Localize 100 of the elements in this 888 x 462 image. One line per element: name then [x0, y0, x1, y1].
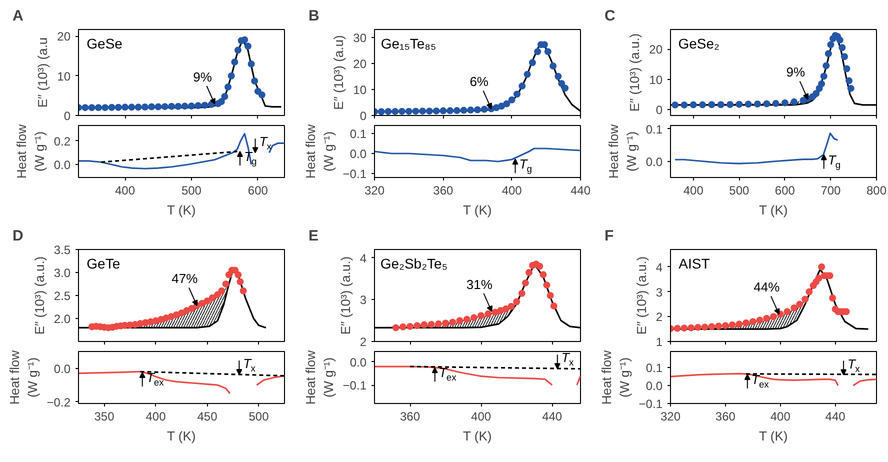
point — [736, 320, 743, 328]
point — [508, 96, 516, 104]
point — [378, 108, 385, 116]
point — [726, 100, 734, 108]
point — [201, 102, 208, 109]
point — [440, 107, 447, 114]
annotation: 9% — [193, 70, 212, 85]
point — [208, 294, 216, 302]
y-tick-label: 20 — [57, 30, 71, 44]
y-tick-label: 2 — [656, 310, 663, 324]
point — [194, 102, 202, 110]
point — [420, 321, 428, 328]
point — [484, 310, 492, 318]
point — [154, 103, 162, 110]
point — [480, 106, 488, 113]
point — [796, 300, 804, 308]
point — [554, 72, 562, 80]
y-axis-title: Heat flow (W g⁻¹) — [598, 350, 632, 405]
chart-title: E — [308, 228, 319, 244]
point — [763, 100, 770, 108]
y-axis-title: Heat flow (W g⁻¹) — [302, 350, 336, 405]
x-tick-label: 400 — [683, 184, 704, 198]
point — [846, 77, 853, 84]
point — [398, 108, 406, 115]
point — [708, 323, 716, 330]
point — [108, 104, 116, 111]
point — [822, 62, 830, 70]
point — [426, 108, 433, 115]
x-tick-label: 320 — [364, 184, 385, 198]
annotation: GeSe₂ — [678, 36, 720, 52]
point — [128, 104, 136, 111]
point — [428, 320, 435, 328]
line-series — [674, 132, 838, 164]
x-tick-label: 360 — [433, 184, 454, 198]
point — [840, 53, 848, 60]
point — [474, 106, 481, 114]
point — [802, 296, 809, 303]
point — [134, 104, 142, 111]
point — [406, 322, 414, 330]
point — [836, 36, 844, 44]
y-tick-label: 0.0 — [350, 355, 367, 370]
point — [251, 78, 258, 85]
point — [234, 46, 242, 54]
point — [708, 101, 716, 108]
y-tick-label: 20 — [353, 56, 367, 71]
point — [240, 287, 247, 294]
point — [558, 80, 566, 87]
point — [818, 80, 826, 88]
point — [141, 103, 148, 110]
annotation: Ge₂Sb₂Te₅ — [380, 256, 448, 272]
point — [688, 324, 695, 332]
y-tick-label: 4 — [656, 260, 663, 274]
point — [534, 48, 542, 56]
y-tick-label: 10 — [353, 82, 367, 97]
point — [94, 104, 102, 112]
point — [818, 263, 826, 270]
point — [790, 98, 798, 106]
y-tick-label: −0.1 — [638, 397, 663, 411]
point — [502, 305, 510, 312]
point — [419, 108, 426, 115]
point — [446, 107, 454, 114]
y-tick-label: −0.1 — [342, 167, 367, 181]
x-tick-label: 400 — [770, 410, 791, 424]
x-axis-title: T (K) — [167, 428, 196, 444]
point — [513, 298, 520, 306]
annotation: 44% — [754, 280, 780, 295]
point — [694, 324, 702, 331]
point — [550, 62, 557, 70]
point — [717, 101, 724, 108]
point — [763, 314, 770, 322]
point — [463, 316, 470, 323]
point — [414, 322, 421, 330]
point — [522, 279, 529, 286]
point — [228, 72, 235, 80]
point — [812, 90, 820, 97]
point — [204, 298, 211, 305]
point — [148, 103, 156, 110]
y-tick-label: 2.0 — [54, 312, 71, 326]
point — [181, 102, 188, 110]
point — [543, 282, 550, 289]
point — [699, 101, 706, 108]
point — [449, 318, 456, 326]
point — [790, 304, 798, 312]
x-axis-title: T (K) — [463, 202, 492, 218]
x-axis-title: T (K) — [463, 428, 492, 444]
point — [815, 274, 822, 282]
point — [528, 59, 536, 66]
y-tick-label: 3.5 — [54, 243, 71, 257]
y-tick-label: 10 — [57, 69, 71, 84]
point — [806, 288, 813, 296]
y-axis-title: E″ (10³) (a.u.) — [627, 33, 642, 112]
point — [772, 100, 780, 107]
point — [749, 318, 756, 326]
point — [399, 323, 406, 330]
point — [824, 50, 832, 58]
y-tick-label: −0.2 — [46, 395, 71, 410]
point — [847, 84, 854, 92]
point — [168, 102, 176, 110]
point — [722, 322, 729, 330]
point — [412, 108, 420, 115]
